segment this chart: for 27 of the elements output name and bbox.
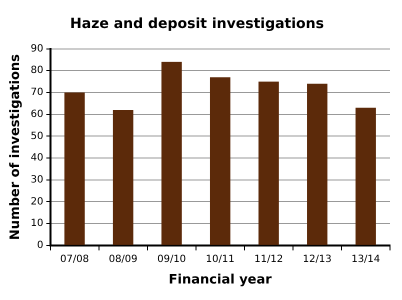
- bar: [161, 62, 182, 245]
- bar: [112, 110, 134, 245]
- y-tick-label: 10: [30, 218, 44, 230]
- x-tick-label: 13/14: [351, 254, 380, 265]
- y-tick-label: 40: [30, 152, 44, 164]
- x-tick-label: 07/08: [60, 254, 89, 265]
- y-tick-label: 0: [36, 240, 44, 251]
- x-tick-label: 09/10: [157, 254, 186, 265]
- x-tick-label: 10/11: [206, 254, 235, 265]
- chart-title: Haze and deposit investigations: [70, 16, 324, 32]
- bar: [210, 77, 230, 245]
- y-tick-label: 70: [30, 87, 44, 98]
- y-axis-title: Number of investigations: [8, 54, 24, 240]
- y-tick-label: 90: [30, 43, 44, 54]
- bar: [258, 82, 279, 245]
- bar: [356, 108, 376, 245]
- y-tick-label: 50: [30, 130, 44, 142]
- y-tick-label: 80: [30, 65, 44, 76]
- x-tick-label: 11/12: [254, 254, 284, 265]
- y-tick-label: 20: [30, 196, 44, 208]
- bar: [64, 92, 85, 245]
- x-tick-label: 12/13: [302, 254, 332, 265]
- y-tick-label: 30: [30, 174, 44, 186]
- bar: [307, 84, 328, 245]
- x-axis-title: Financial year: [168, 272, 272, 288]
- y-tick-label: 60: [30, 108, 44, 120]
- x-tick-label: 08/09: [108, 254, 138, 265]
